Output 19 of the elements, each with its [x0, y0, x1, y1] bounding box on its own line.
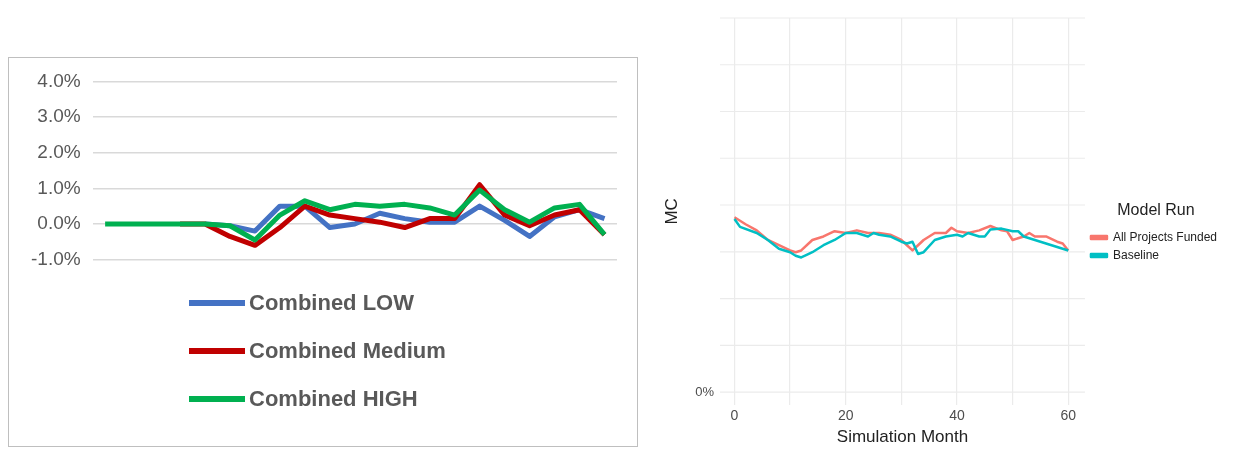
x-tick-label: 20: [837, 407, 854, 424]
legend-label: Combined LOW: [249, 290, 414, 316]
y-tick-label: 1.0%: [37, 176, 81, 198]
y-axis-title: MC: [661, 198, 681, 225]
x-axis-title: Simulation Month: [836, 427, 969, 447]
x-tick-label: 40: [949, 407, 965, 424]
legend-label: Combined HIGH: [249, 386, 418, 412]
x-tick-label: 0: [730, 407, 739, 424]
legend-label: Combined Medium: [249, 338, 446, 364]
y-tick-label: 0.0%: [37, 212, 81, 234]
legend-label: All Projects Funded: [1112, 229, 1218, 244]
y-tick-label: -1.0%: [30, 247, 81, 269]
text: 0%: [695, 383, 715, 399]
legend-title: Model Run: [1117, 200, 1195, 218]
y-tick-label: 3.0%: [37, 105, 81, 127]
y-tick-label: 4.0%: [37, 69, 81, 91]
legend-label: Baseline: [1112, 247, 1160, 262]
y-tick-label: 2.0%: [37, 140, 81, 162]
x-tick-label: 60: [1060, 407, 1077, 424]
